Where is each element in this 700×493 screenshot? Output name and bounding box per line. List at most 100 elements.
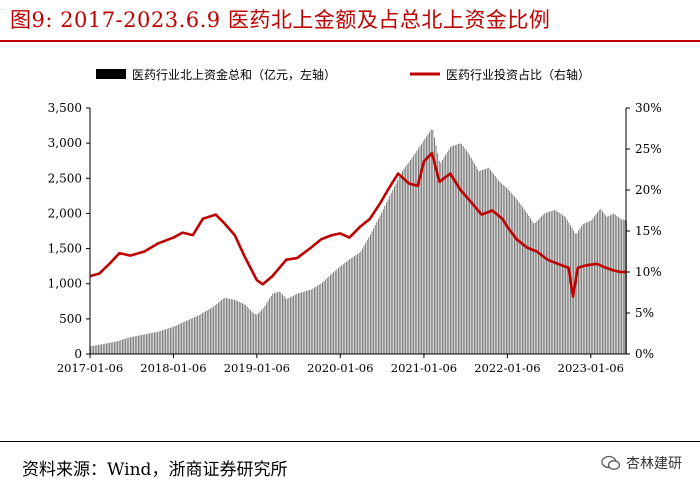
bar — [403, 168, 405, 354]
bar — [326, 277, 328, 354]
bar — [211, 307, 213, 354]
bar — [382, 209, 384, 354]
y-left-tick-label: 1,500 — [48, 242, 82, 256]
bar — [526, 213, 528, 354]
bar — [197, 315, 199, 354]
watermark-text: 杏林建研 — [626, 456, 682, 472]
bar — [379, 215, 381, 354]
bar — [278, 291, 280, 354]
bar — [552, 210, 554, 354]
y-left-tick-label: 1,000 — [48, 277, 82, 291]
bar — [125, 338, 127, 354]
bar — [306, 290, 307, 354]
bar — [566, 220, 568, 354]
bar — [267, 300, 269, 354]
bar — [576, 233, 578, 354]
chart: 医药行业北上资金总和（亿元，左轴） 医药行业投资占比（右轴） 0 500 1,000… — [48, 67, 662, 375]
bar — [189, 319, 191, 354]
bar — [274, 293, 275, 354]
bar — [299, 292, 301, 354]
bar — [222, 298, 224, 354]
bar — [149, 333, 151, 354]
bar — [544, 213, 546, 354]
bar — [430, 129, 432, 354]
bar — [405, 166, 407, 354]
bar — [358, 252, 360, 354]
bar — [507, 189, 509, 354]
bar — [506, 187, 507, 354]
bar — [541, 216, 543, 354]
bar — [470, 157, 472, 354]
bar — [238, 301, 240, 354]
y-left-tick-label: 0 — [74, 347, 82, 361]
bar — [162, 330, 163, 354]
bar — [218, 302, 219, 354]
y-left-tick-label: 2,000 — [48, 206, 82, 220]
bar — [110, 342, 112, 354]
bar — [498, 180, 499, 354]
bar — [203, 312, 205, 354]
bar — [342, 264, 344, 354]
bar — [392, 189, 394, 354]
bar — [435, 145, 437, 354]
bar — [482, 169, 483, 354]
bar — [458, 144, 459, 354]
bar — [336, 269, 338, 354]
bar — [514, 196, 515, 354]
bar — [322, 282, 323, 354]
bar — [619, 218, 621, 354]
bar — [549, 211, 551, 354]
legend: 医药行业北上资金总和（亿元，左轴） 医药行业投资占比（右轴） — [96, 67, 590, 82]
bar — [397, 180, 399, 354]
bar — [426, 136, 427, 354]
bar — [590, 220, 592, 354]
bar — [352, 257, 354, 354]
bar — [126, 338, 128, 354]
bar — [152, 332, 154, 354]
bar — [283, 296, 285, 354]
bar — [499, 182, 501, 354]
bar — [205, 311, 207, 354]
bar — [586, 222, 587, 354]
bar — [501, 183, 503, 354]
bar — [522, 206, 523, 354]
bar — [550, 211, 552, 354]
x-tick-label: 2023-01-06 — [558, 361, 624, 375]
bar — [595, 214, 597, 354]
y-right-tick-label: 15% — [635, 224, 662, 238]
bar — [389, 196, 391, 354]
bar — [221, 300, 223, 354]
bar — [466, 150, 467, 354]
bar — [483, 169, 485, 354]
bar — [453, 145, 455, 354]
bar — [480, 170, 482, 354]
bar — [146, 334, 147, 354]
bar — [421, 143, 423, 354]
bar — [154, 332, 155, 354]
bar — [338, 268, 339, 354]
bar — [330, 275, 331, 354]
bar — [309, 289, 311, 354]
bar — [198, 315, 200, 354]
bar — [542, 214, 544, 354]
bar — [613, 213, 615, 354]
bar — [581, 226, 583, 354]
bar — [112, 342, 114, 354]
bar — [296, 293, 298, 354]
bar — [579, 228, 581, 354]
bar — [341, 265, 343, 354]
bar — [312, 288, 314, 354]
bar — [547, 212, 549, 354]
bar — [194, 317, 195, 354]
bar — [515, 198, 517, 354]
x-tick-label: 2019-01-06 — [224, 361, 290, 375]
bar — [438, 160, 440, 354]
bar — [288, 298, 290, 354]
bar — [187, 320, 189, 354]
bar — [109, 342, 111, 354]
bar — [454, 145, 456, 354]
title-rule — [0, 40, 700, 42]
bar — [429, 131, 431, 354]
bar — [384, 205, 386, 354]
bar — [99, 344, 101, 354]
